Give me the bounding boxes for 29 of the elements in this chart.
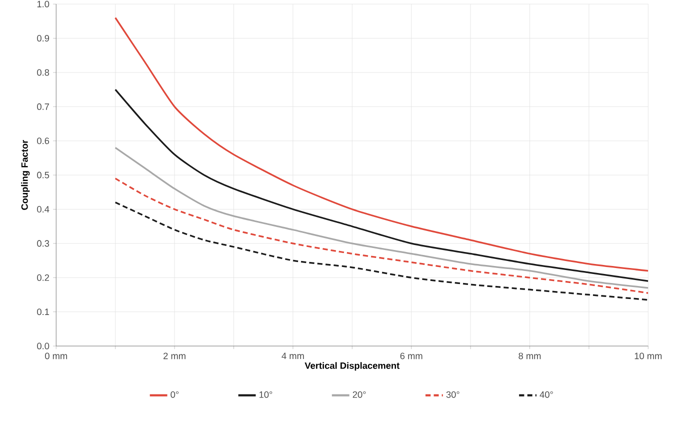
x-tick-label: 6 mm: [400, 352, 422, 360]
line-series: [114, 88, 648, 282]
y-tick-label: 0.7: [37, 103, 50, 110]
legend-label: 0°: [170, 391, 179, 398]
legend-label: 10°: [260, 391, 272, 398]
line-series: [114, 16, 648, 272]
line-series: [114, 178, 648, 294]
x-tick-label: 4 mm: [282, 352, 304, 360]
y-tick-label: 0.8: [37, 69, 50, 76]
line-series: [114, 202, 648, 301]
y-tick-label: 0.3: [37, 240, 50, 247]
y-axis-title: Coupling Factor: [21, 140, 30, 210]
y-tick-label: 0.2: [37, 274, 50, 281]
legend-label: 20°: [352, 391, 366, 398]
legend-label: 40°: [540, 391, 553, 398]
y-tick-label: 0.1: [37, 308, 50, 316]
x-axis-title: Vertical Displacement: [304, 362, 400, 371]
line-series: [114, 146, 648, 289]
legend-label: 30°: [446, 391, 460, 398]
y-tick-label: 0.9: [37, 35, 50, 42]
y-tick-label: 0.5: [37, 172, 50, 178]
y-tick-label: 0.0: [37, 342, 50, 350]
y-tick-label: 0.6: [37, 138, 50, 144]
x-tick-label: 2 mm: [164, 352, 186, 360]
x-tick-label: 10 mm: [634, 352, 662, 360]
x-tick-label: 0 mm: [45, 352, 68, 360]
y-tick-label: 1.0: [37, 0, 50, 8]
x-tick-label: 8 mm: [518, 352, 541, 360]
y-tick-label: 0.4: [37, 206, 50, 213]
